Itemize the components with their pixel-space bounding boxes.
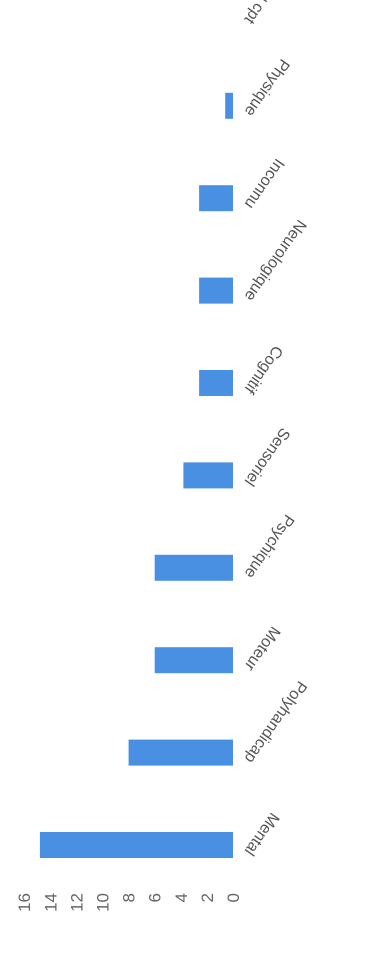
tick-label-12: 12 [67, 893, 86, 912]
tick-label-4: 4 [172, 893, 191, 902]
category-label-polyhandicap: Polyhandicap [241, 678, 310, 767]
tick-label-2: 2 [198, 893, 217, 902]
category-label-sensoriel: Sensoriel [241, 424, 293, 488]
tick-label-16: 16 [15, 893, 34, 912]
bar-polyhandicap [128, 739, 233, 766]
category-label-troubles-du-cpt: Troubles du cpt [240, 0, 317, 27]
bar-neurologique [199, 277, 233, 304]
tick-label-10: 10 [94, 893, 113, 912]
bar-psychique [154, 554, 233, 581]
category-label-neurologique: Neurologique [241, 216, 310, 304]
tick-label-0: 0 [224, 893, 243, 902]
category-label-psychique: Psychique [241, 511, 297, 581]
category-label-inconnu: Inconnu [241, 155, 288, 211]
bar-mental [39, 832, 234, 858]
category-label-physique: Physique [241, 56, 293, 120]
bar-cognitif [199, 370, 233, 396]
tick-label-8: 8 [120, 893, 139, 902]
bar-inconnu [199, 185, 233, 212]
tick-label-6: 6 [146, 893, 165, 902]
bar-sensoriel [183, 462, 233, 489]
category-label-moteur: Moteur [240, 623, 283, 674]
bar-moteur [154, 647, 233, 674]
category-label-mental: Mental [241, 809, 282, 858]
bars-group [39, 92, 234, 858]
bar-physique [225, 92, 233, 119]
category-label-cognitif: Cognitif [240, 342, 285, 397]
tick-label-14: 14 [41, 893, 60, 912]
